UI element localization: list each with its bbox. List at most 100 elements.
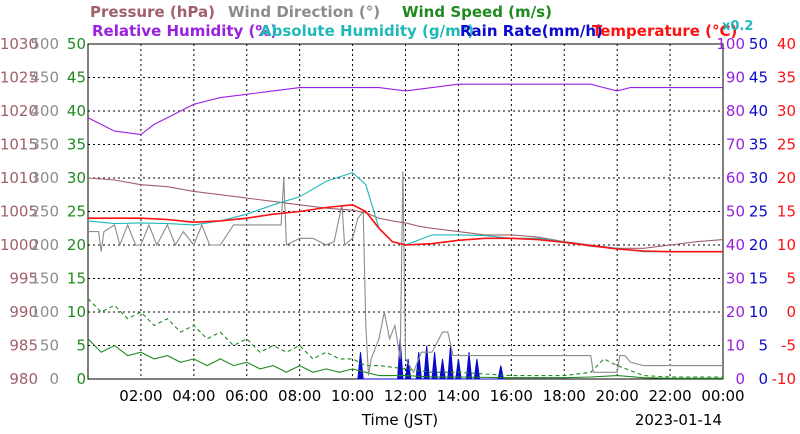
series-rain-rate-mm-h [357, 338, 505, 380]
legend-scale-note: x0.2 [722, 19, 753, 34]
y-tick-label-temperature: 25 [777, 136, 796, 154]
y-tick-label-pressure: 990 [9, 303, 38, 321]
y-tick-label-relative-humidity: 50 [726, 203, 745, 221]
y-tick-label-wind-speed: 30 [67, 169, 86, 187]
y-tick-label-relative-humidity: 60 [726, 169, 745, 187]
y-tick-label-wind-direction: 400 [30, 102, 59, 120]
y-tick-label-rain-rate: 25 [749, 203, 768, 221]
x-tick-label: 18:00 [543, 387, 586, 405]
legend-wind-direction: Wind Direction (°) [228, 3, 380, 21]
legend-temperature: Temperature (°C) [592, 22, 737, 40]
y-tick-label-pressure: 1020 [0, 102, 38, 120]
x-tick-label: 12:00 [384, 387, 427, 405]
y-tick-label-wind-speed: 50 [67, 35, 86, 53]
y-tick-label-relative-humidity: 90 [726, 69, 745, 87]
x-tick-label: 16:00 [490, 387, 533, 405]
series-layer [87, 83, 724, 380]
y-tick-label-wind-speed: 15 [67, 270, 86, 288]
y-tick-label-rain-rate: 20 [749, 236, 768, 254]
y-tick-label-pressure: 995 [9, 270, 38, 288]
y-tick-label-rain-rate: 5 [758, 337, 768, 355]
y-tick-label-temperature: -10 [772, 370, 797, 388]
legend-relative-humidity: Relative Humidity (%) [92, 22, 277, 40]
legend-row-1: Pressure (hPa) Wind Direction (°) Wind S… [90, 3, 552, 21]
y-tick-label-relative-humidity: 10 [726, 337, 745, 355]
y-tick-label-wind-direction: 450 [30, 69, 59, 87]
x-tick-label: 08:00 [278, 387, 321, 405]
y-axes: 1030102510201015101010051000995990985980… [0, 35, 796, 388]
y-tick-label-temperature: -5 [781, 337, 796, 355]
legend-wind-speed: Wind Speed (m/s) [402, 3, 552, 21]
y-tick-label-rain-rate: 40 [749, 102, 768, 120]
y-tick-label-wind-speed: 40 [67, 102, 86, 120]
y-tick-label-pressure: 1030 [0, 35, 38, 53]
x-tick-label: 06:00 [225, 387, 268, 405]
y-tick-label-rain-rate: 0 [758, 370, 768, 388]
legend-pressure: Pressure (hPa) [90, 3, 215, 21]
y-tick-label-wind-direction: 200 [30, 236, 59, 254]
y-tick-label-relative-humidity: 20 [726, 303, 745, 321]
y-tick-label-rain-rate: 30 [749, 169, 768, 187]
y-tick-label-wind-direction: 0 [49, 370, 59, 388]
legend-absolute-humidity: Absolute Humidity (g/m³) [260, 22, 474, 40]
y-tick-label-pressure: 1025 [0, 69, 38, 87]
y-tick-label-wind-speed: 25 [67, 203, 86, 221]
y-tick-label-rain-rate: 15 [749, 270, 768, 288]
y-tick-label-wind-direction: 500 [30, 35, 59, 53]
y-tick-label-wind-direction: 350 [30, 136, 59, 154]
y-tick-label-wind-speed: 20 [67, 236, 86, 254]
y-tick-label-rain-rate: 35 [749, 136, 768, 154]
y-tick-label-temperature: 15 [777, 203, 796, 221]
y-tick-label-pressure: 1005 [0, 203, 38, 221]
y-tick-label-wind-direction: 150 [30, 270, 59, 288]
y-tick-label-temperature: 5 [786, 270, 796, 288]
plot-grid [88, 44, 723, 379]
y-tick-label-relative-humidity: 70 [726, 136, 745, 154]
x-tick-label: 20:00 [596, 387, 639, 405]
y-tick-label-temperature: 30 [777, 102, 796, 120]
series-relative-humidity [87, 83, 723, 136]
y-tick-label-rain-rate: 50 [749, 35, 768, 53]
y-tick-label-relative-humidity: 30 [726, 270, 745, 288]
y-tick-label-rain-rate: 10 [749, 303, 768, 321]
y-tick-label-wind-speed: 0 [76, 370, 86, 388]
y-tick-label-pressure: 980 [9, 370, 38, 388]
x-tick-label: 22:00 [648, 387, 691, 405]
legend-row-2: Relative Humidity (%) Absolute Humidity … [92, 19, 753, 40]
y-tick-label-temperature: 35 [777, 69, 796, 87]
y-tick-label-wind-direction: 100 [30, 303, 59, 321]
x-tick-label: 02:00 [119, 387, 162, 405]
x-tick-label: 10:00 [331, 387, 374, 405]
x-tick-label: 04:00 [172, 387, 215, 405]
x-tick-label: 14:00 [437, 387, 480, 405]
x-axis-label: Time (JST) [361, 411, 438, 429]
y-tick-label-pressure: 1015 [0, 136, 38, 154]
y-tick-label-rain-rate: 45 [749, 69, 768, 87]
y-tick-label-wind-speed: 45 [67, 69, 86, 87]
legend-rain-rate: Rain Rate(mm/h) [460, 22, 603, 40]
y-tick-label-wind-speed: 5 [76, 337, 86, 355]
y-tick-label-wind-speed: 35 [67, 136, 86, 154]
y-tick-label-temperature: 0 [786, 303, 796, 321]
series-pressure-hpa [87, 177, 724, 249]
y-tick-label-wind-direction: 250 [30, 203, 59, 221]
y-tick-label-temperature: 40 [777, 35, 796, 53]
y-tick-label-relative-humidity: 40 [726, 236, 745, 254]
series-temperature-c [88, 203, 723, 253]
x-axis: 02:00 04:00 06:00 08:00 10:00 12:00 14:00 16:00… [119, 387, 744, 405]
y-tick-label-pressure: 1000 [0, 236, 38, 254]
y-tick-label-temperature: 10 [777, 236, 796, 254]
y-tick-label-relative-humidity: 0 [735, 370, 745, 388]
y-tick-label-relative-humidity: 100 [716, 35, 745, 53]
chart-date: 2023-01-14 [635, 411, 722, 429]
y-tick-label-relative-humidity: 80 [726, 102, 745, 120]
series-wind-direction [88, 171, 723, 376]
y-tick-label-pressure: 985 [9, 337, 38, 355]
y-tick-label-wind-direction: 300 [30, 169, 59, 187]
y-tick-label-temperature: 20 [777, 169, 796, 187]
y-tick-label-wind-direction: 50 [40, 337, 59, 355]
series-wind-speed-gust-m-s [87, 298, 723, 378]
x-tick-label: 00:00 [701, 387, 744, 405]
y-tick-label-wind-speed: 10 [67, 303, 86, 321]
